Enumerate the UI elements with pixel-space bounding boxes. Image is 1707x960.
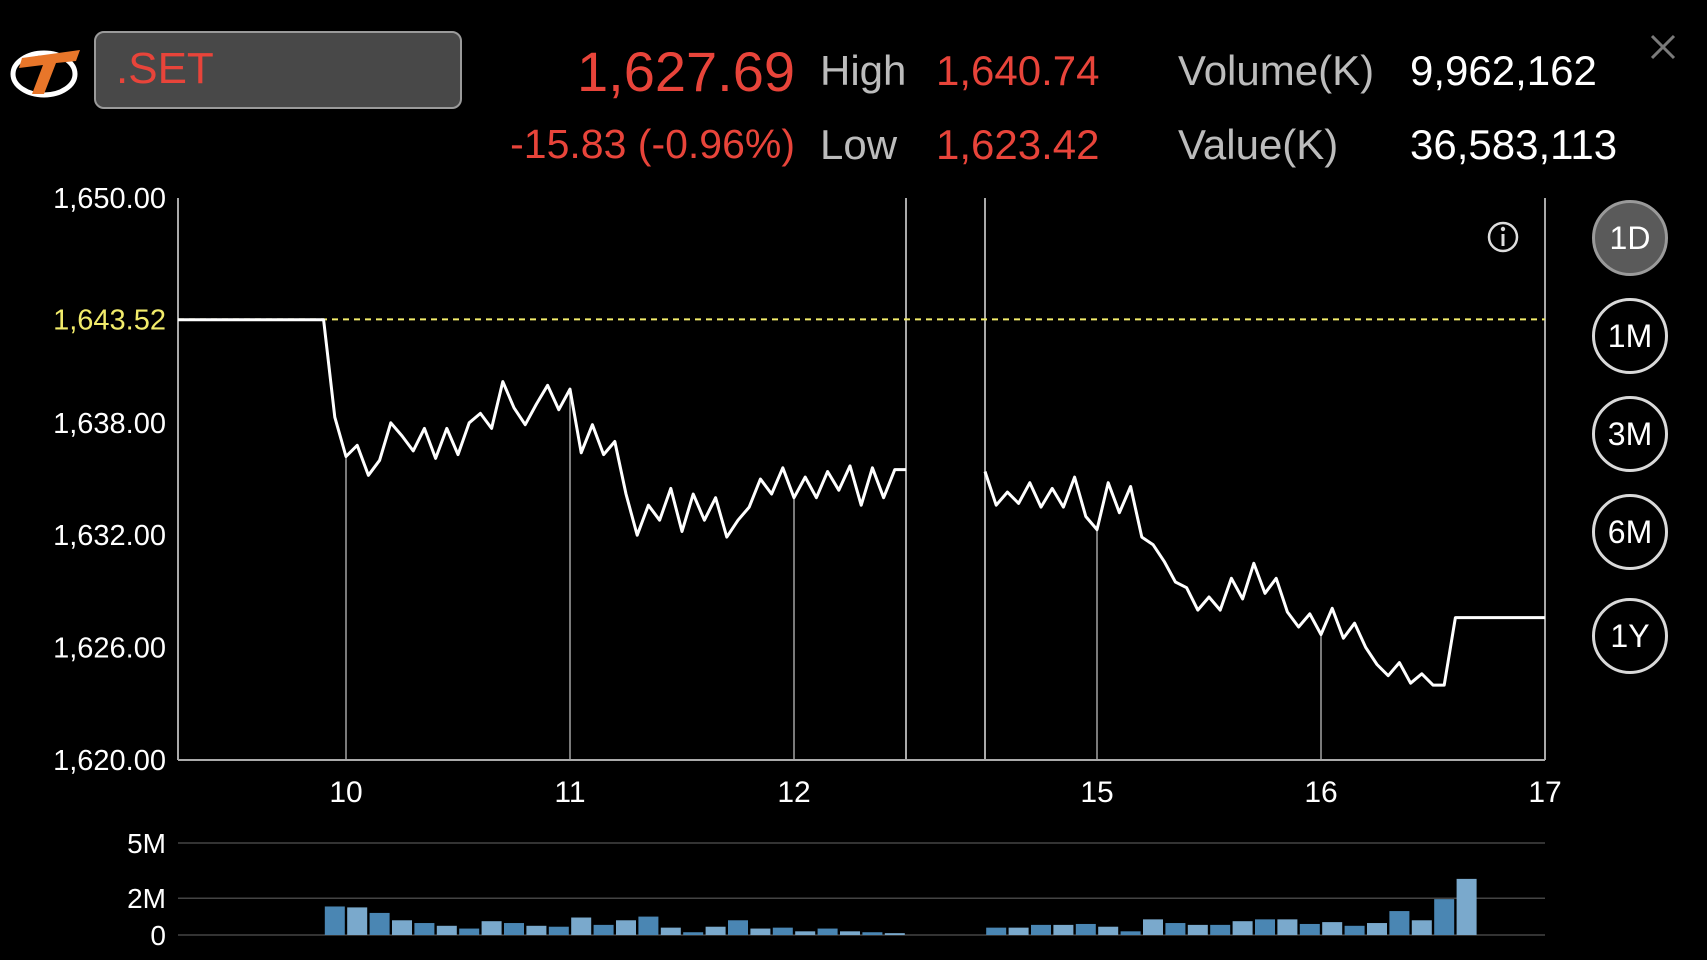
volume-bar: [1053, 924, 1074, 935]
volume-bar: [1187, 924, 1208, 935]
volume-bar: [1367, 923, 1387, 935]
volume-bar: [1031, 924, 1051, 935]
value-value: 36,583,113: [1410, 121, 1618, 168]
x-tick-label: 10: [329, 776, 362, 809]
price-change: -15.83 (-0.96%): [510, 121, 795, 167]
volume-bar: [1322, 922, 1343, 935]
volume-bar: [840, 931, 860, 935]
timeframe-1m-label: 1M: [1607, 317, 1653, 354]
volume-label: Volume(K): [1178, 47, 1375, 94]
volume-bar: [750, 928, 771, 935]
volume-bar: [728, 920, 748, 935]
low-label: Low: [820, 121, 898, 168]
y-tick-label: 1,620.00: [53, 745, 166, 777]
volume-axis-labels: 5M 2M 0: [127, 828, 166, 951]
timeframe-1d-button[interactable]: 1D: [1592, 200, 1668, 276]
high-label: High: [820, 47, 907, 94]
timeframe-6m-button[interactable]: 6M: [1592, 494, 1668, 570]
timeframe-1m-button[interactable]: 1M: [1592, 298, 1668, 374]
symbol-input[interactable]: .SET: [94, 31, 462, 109]
y-tick-label: 1,632.00: [53, 520, 166, 552]
volume-bar: [1165, 923, 1186, 935]
volume-bar: [986, 927, 1007, 935]
volume-bar: [1299, 923, 1320, 935]
x-tick-label: 12: [777, 776, 810, 809]
high-value: 1,640.74: [936, 47, 1100, 94]
x-axis-labels: 10 11 12 15 16 17: [329, 776, 1561, 809]
timeframe-1y-button[interactable]: 1Y: [1592, 598, 1668, 674]
volume-bar: [1411, 920, 1432, 935]
volume-bar: [324, 906, 345, 935]
volume-bar: [347, 907, 368, 935]
volume-bar: [504, 923, 524, 935]
x-tick-label: 15: [1080, 776, 1113, 809]
volume-bar: [1232, 921, 1253, 935]
volume-bar: [1434, 899, 1455, 935]
volume-bar: [616, 920, 636, 935]
volume-bar: [593, 924, 614, 935]
volume-bar: [526, 925, 547, 935]
volume-tick-label: 0: [150, 920, 166, 951]
volume-bar: [683, 932, 704, 935]
volume-bar: [817, 928, 838, 935]
y-tick-label: 1,626.00: [53, 633, 166, 665]
volume-bar: [1143, 919, 1163, 935]
previous-close-label: 1,643.52: [53, 304, 166, 336]
timeframe-3m-button[interactable]: 3M: [1592, 396, 1668, 472]
volume-bar: [1008, 927, 1029, 935]
volume-bar: [414, 923, 435, 935]
volume-bar: [459, 928, 480, 935]
price-line: [983, 471, 1545, 687]
volume-bar: [1255, 919, 1275, 935]
volume-bar: [1456, 878, 1477, 935]
y-tick-label: 1,650.00: [53, 183, 166, 215]
volume-bar: [481, 921, 502, 935]
timeframe-6m-label: 6M: [1607, 513, 1653, 550]
symbol-value: .SET: [116, 44, 214, 93]
price-series: [178, 318, 1545, 687]
volume-value: 9,962,162: [1410, 47, 1597, 94]
volume-bar: [862, 932, 883, 935]
x-tick-label: 16: [1304, 776, 1337, 809]
volume-tick-label: 2M: [127, 883, 166, 914]
x-tick-label: 11: [554, 776, 585, 809]
x-tick-label: 17: [1528, 776, 1561, 809]
volume-bar: [638, 916, 659, 935]
volume-bar: [369, 912, 390, 935]
info-icon[interactable]: [1487, 221, 1519, 253]
volume-bar: [1277, 919, 1298, 935]
low-value: 1,623.42: [936, 121, 1100, 168]
value-label: Value(K): [1178, 121, 1339, 168]
volume-bar: [436, 925, 457, 935]
volume-bar: [772, 927, 793, 935]
volume-tick-label: 5M: [127, 828, 166, 859]
volume-bars: [324, 878, 1477, 935]
volume-bar: [884, 933, 905, 935]
price-gridlines: [345, 389, 1322, 760]
y-tick-label: 1,638.00: [53, 408, 166, 440]
close-icon[interactable]: [1644, 28, 1682, 66]
timeframe-3m-label: 3M: [1607, 415, 1653, 452]
volume-bar: [1075, 923, 1096, 935]
timeframe-1y-label: 1Y: [1610, 617, 1650, 654]
price-axes: [177, 198, 1546, 761]
volume-bar: [1098, 926, 1119, 935]
app-logo-icon: [10, 50, 80, 98]
timeframe-1d-label: 1D: [1609, 219, 1651, 256]
volume-bar: [705, 926, 726, 935]
y-axis-labels: 1,650.00 1,638.00 1,632.00 1,626.00 1,620.00…: [53, 183, 166, 777]
volume-bar: [1120, 931, 1141, 935]
volume-bar: [392, 920, 412, 935]
last-price: 1,627.69: [577, 40, 795, 103]
price-line: [178, 318, 906, 539]
volume-bar: [1344, 925, 1365, 935]
volume-bar: [795, 931, 816, 935]
volume-bar: [571, 917, 592, 935]
volume-bar: [1210, 924, 1231, 935]
volume-bar: [548, 926, 569, 935]
volume-bar: [660, 927, 681, 935]
volume-bar: [1389, 911, 1410, 935]
